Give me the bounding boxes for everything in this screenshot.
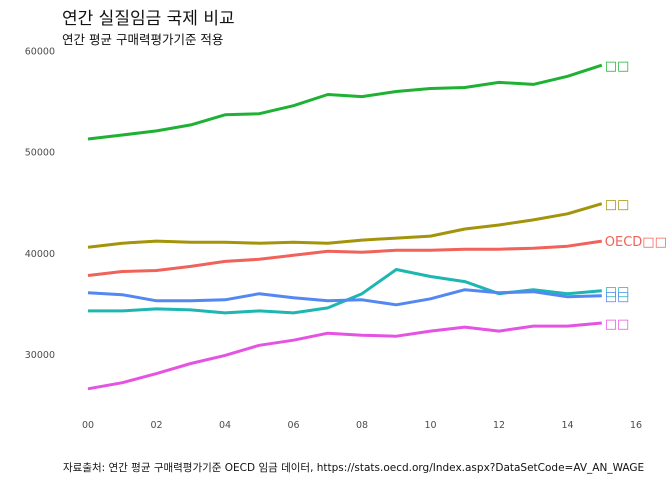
series-line-0 [87, 63, 603, 141]
series-label-0: □□ [605, 59, 630, 74]
x-tick-label: 12 [493, 420, 505, 431]
series-line-2 [87, 239, 603, 277]
series-labels: □□□□OECD□□□□□□□□ [605, 59, 667, 332]
x-tick-label: 08 [356, 420, 368, 431]
y-tick-label: 60000 [25, 47, 55, 58]
series-label-5: □□ [605, 317, 630, 332]
chart-caption: 자료출처: 연간 평균 구매력평가기준 OECD 임금 데이터, https:/… [63, 462, 645, 474]
x-tick-label: 16 [630, 420, 642, 431]
x-tick-label: 06 [287, 420, 299, 431]
y-tick-label: 40000 [25, 249, 55, 260]
series-label-4: □□ [605, 290, 630, 305]
x-axis: 00 02 04 06 08 10 12 14 16 [82, 420, 642, 431]
series-line-1 [87, 202, 603, 249]
chart-subtitle: 연간 평균 구매력평가기준 적용 [62, 32, 224, 47]
series-label-3: □□ [605, 285, 630, 300]
x-tick-label: 14 [561, 420, 573, 431]
y-tick-label: 30000 [25, 350, 55, 361]
x-tick-label: 04 [219, 420, 231, 431]
series-label-1: □□ [605, 198, 630, 213]
series-line-4 [87, 288, 602, 307]
x-tick-label: 02 [150, 420, 162, 431]
series-label-2: OECD□□ [605, 235, 667, 250]
plot-lines [87, 63, 603, 391]
x-tick-label: 10 [424, 420, 436, 431]
y-tick-label: 50000 [25, 148, 55, 159]
y-axis: 30000 40000 50000 60000 [25, 47, 55, 361]
x-tick-label: 00 [82, 420, 94, 431]
chart-title: 연간 실질임금 국제 비교 [62, 9, 235, 29]
series-line-5 [87, 321, 602, 391]
